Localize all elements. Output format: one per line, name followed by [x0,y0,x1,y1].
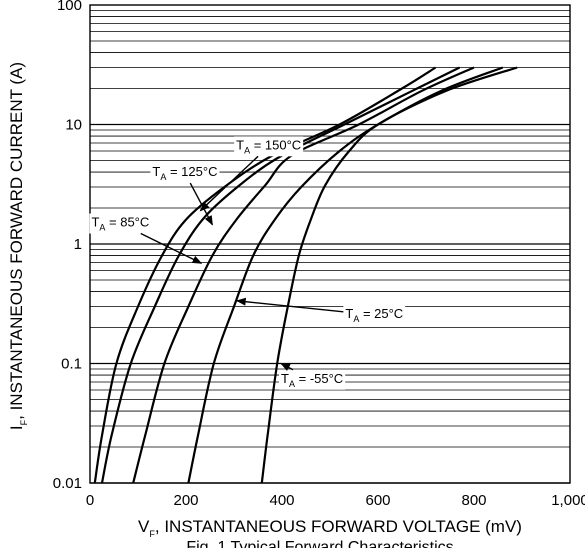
label-arrow [280,362,294,372]
label-arrow [199,155,259,212]
x-tick-label: 0 [86,492,94,509]
gridlines [90,10,570,484]
y-tick-label: 10 [65,117,82,134]
series-line-2 [132,66,475,484]
series-label: TA = 150°C [236,137,301,155]
tick-labels: 0.01 0.1 1 10 100 0 200 400 600 800 1,000 [53,0,585,509]
x-tick-label: 400 [269,492,294,509]
y-tick-label: 0.01 [53,475,82,492]
label-backdrop [150,163,220,184]
label-arrow [189,182,214,226]
label-backdrop [234,136,304,157]
label-arrow [140,232,203,264]
x-tick-label: 1,000 [551,492,585,509]
figure-caption: Fig. 1 Typical Forward Characteristics [186,539,453,548]
y-tick-label: 1 [74,236,82,253]
series-line-0 [93,66,437,484]
series-label: TA = 25°C [345,306,403,324]
x-tick-label: 200 [173,492,198,509]
y-axis-label: IF, INSTANTANEOUS FORWARD CURRENT (A) [7,62,29,430]
x-tick-label: 600 [365,492,390,509]
series-label: TA = 85°C [91,215,149,233]
x-tick-label: 800 [461,492,486,509]
label-backdrop [89,213,152,234]
label-backdrop [279,369,346,390]
plot-area [89,4,571,484]
y-tick-label: 100 [57,0,82,14]
x-axis-label: VF, INSTANTANEOUS FORWARD VOLTAGE (mV) [138,517,522,539]
y-tick-label: 0.1 [61,356,82,373]
series-label: TA = 125°C [152,164,217,182]
label-backdrop [343,305,406,326]
series-label: TA = -55°C [281,371,343,389]
series-line-4 [260,66,518,484]
series-labels: TA = 150°C TA = 125°C TA = 85°C TA = 25°C TA… [89,136,406,390]
label-arrow [235,297,344,313]
